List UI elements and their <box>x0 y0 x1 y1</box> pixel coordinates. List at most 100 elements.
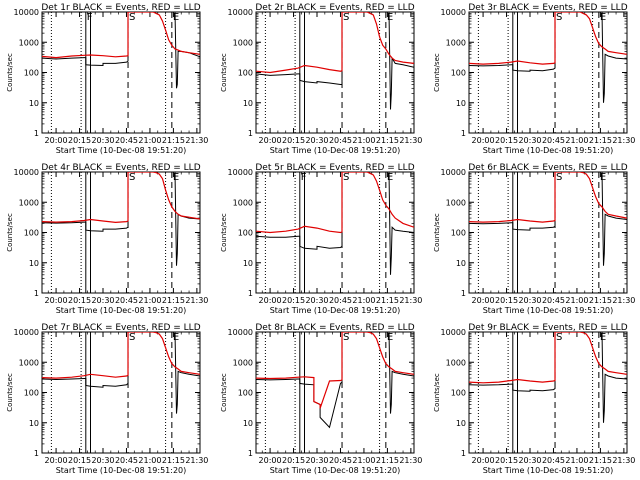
x-tick-label: 20:30 <box>305 296 328 305</box>
y-tick-label: 1 <box>248 449 253 458</box>
y-tick-label: 10 <box>456 99 466 108</box>
series-line <box>469 332 627 423</box>
y-tick-label: 1000 <box>233 198 253 207</box>
event-marker-label: E <box>600 332 606 343</box>
panel-title: Det 1r BLACK = Events, RED = LLD <box>41 3 200 13</box>
panel-title: Det 4r BLACK = Events, RED = LLD <box>41 163 200 173</box>
x-tick-label: 21:30 <box>185 456 208 465</box>
x-tick-label: 20:15 <box>282 136 305 145</box>
y-axis-label: Counts/sec <box>6 373 14 412</box>
y-axis-label: Counts/sec <box>6 53 14 92</box>
x-tick-label: 21:00 <box>138 456 161 465</box>
x-tick-label: 20:15 <box>495 456 518 465</box>
y-tick-label: 10000 <box>441 168 466 177</box>
y-tick-label: 100 <box>238 229 253 238</box>
y-tick-label: 1 <box>34 449 39 458</box>
x-tick-label: 20:00 <box>259 456 282 465</box>
series-line <box>469 172 627 223</box>
y-tick-label: 1 <box>248 129 253 138</box>
x-axis-label: Start Time (10-Dec-08 19:51:20) <box>483 146 614 155</box>
series-line <box>256 12 414 74</box>
x-tick-label: 20:00 <box>472 296 495 305</box>
y-tick-label: 100 <box>24 389 39 398</box>
y-axis-label: Counts/sec <box>220 213 228 252</box>
x-tick-label: 20:00 <box>259 136 282 145</box>
series-line <box>42 172 200 224</box>
y-tick-label: 1000 <box>446 38 466 47</box>
series-line <box>42 172 200 266</box>
panel-title: Det 7r BLACK = Events, RED = LLD <box>41 323 200 333</box>
event-marker-label: E <box>387 12 393 23</box>
y-tick-label: 10000 <box>14 168 39 177</box>
x-tick-label: 20:15 <box>282 456 305 465</box>
panel-title: Det 2r BLACK = Events, RED = LLD <box>255 3 414 13</box>
y-tick-label: 10 <box>243 99 253 108</box>
x-tick-label: 21:15 <box>589 296 612 305</box>
x-tick-label: 21:15 <box>589 456 612 465</box>
event-marker-label: E <box>387 172 393 183</box>
event-marker-label: E <box>600 12 606 23</box>
x-tick-label: 21:15 <box>589 136 612 145</box>
x-tick-label: 20:45 <box>115 296 138 305</box>
y-axis-label: Counts/sec <box>433 373 441 412</box>
y-tick-label: 1000 <box>446 358 466 367</box>
y-tick-label: 1000 <box>19 38 39 47</box>
y-tick-label: 10000 <box>228 8 253 17</box>
x-tick-label: 20:45 <box>542 456 565 465</box>
y-tick-label: 10000 <box>441 8 466 17</box>
x-axis-label: Start Time (10-Dec-08 19:51:20) <box>483 306 614 315</box>
series-line <box>42 332 200 379</box>
x-axis-label: Start Time (10-Dec-08 19:51:20) <box>56 306 187 315</box>
series-line <box>256 172 414 234</box>
x-tick-label: 20:15 <box>282 296 305 305</box>
x-tick-label: 21:00 <box>138 296 161 305</box>
x-axis-label: Start Time (10-Dec-08 19:51:20) <box>270 466 401 475</box>
y-tick-label: 1000 <box>233 358 253 367</box>
x-tick-label: 20:30 <box>305 136 328 145</box>
event-marker-label: S <box>556 172 562 183</box>
series-line <box>469 12 627 65</box>
detector-panel: Det 4r BLACK = Events, RED = LLD Counts/s… <box>6 163 208 315</box>
panel-title: Det 8r BLACK = Events, RED = LLD <box>255 323 414 333</box>
x-tick-label: 21:30 <box>612 296 635 305</box>
y-tick-label: 10000 <box>441 328 466 337</box>
x-tick-label: 21:30 <box>399 456 422 465</box>
series-line <box>256 332 414 429</box>
x-tick-label: 20:30 <box>91 136 114 145</box>
x-tick-label: 20:00 <box>45 296 68 305</box>
x-axis-label: Start Time (10-Dec-08 19:51:20) <box>270 146 401 155</box>
x-tick-label: 21:15 <box>162 456 185 465</box>
event-marker-label: E <box>173 332 179 343</box>
x-tick-label: 20:00 <box>45 136 68 145</box>
y-tick-label: 1 <box>461 289 466 298</box>
x-tick-label: 20:30 <box>518 456 541 465</box>
x-tick-label: 21:15 <box>162 296 185 305</box>
detector-panel: Det 6r BLACK = Events, RED = LLD Counts/s… <box>433 163 635 315</box>
x-tick-label: 21:15 <box>376 456 399 465</box>
x-tick-label: 21:15 <box>162 136 185 145</box>
detector-panel: Det 2r BLACK = Events, RED = LLD Counts/s… <box>220 3 422 155</box>
series-line <box>42 12 200 59</box>
x-tick-label: 20:15 <box>495 136 518 145</box>
panel-title: Det 9r BLACK = Events, RED = LLD <box>468 323 627 333</box>
x-tick-label: 20:00 <box>472 136 495 145</box>
y-tick-label: 10 <box>456 419 466 428</box>
event-marker-label: S <box>556 332 562 343</box>
x-tick-label: 21:30 <box>399 136 422 145</box>
y-tick-label: 100 <box>451 389 466 398</box>
y-axis-label: Counts/sec <box>220 373 228 412</box>
y-tick-label: 1 <box>461 449 466 458</box>
x-tick-label: 21:00 <box>565 296 588 305</box>
series-line <box>42 12 200 89</box>
x-tick-label: 21:15 <box>376 136 399 145</box>
event-marker-label: S <box>556 12 562 23</box>
y-tick-label: 10000 <box>14 8 39 17</box>
panel-title: Det 5r BLACK = Events, RED = LLD <box>255 163 414 173</box>
y-tick-label: 10 <box>29 419 39 428</box>
event-marker-label: S <box>129 172 135 183</box>
y-tick-label: 100 <box>238 389 253 398</box>
x-tick-label: 20:00 <box>45 456 68 465</box>
x-tick-label: 21:00 <box>565 136 588 145</box>
event-marker-label: E <box>173 172 179 183</box>
x-tick-label: 20:45 <box>115 456 138 465</box>
